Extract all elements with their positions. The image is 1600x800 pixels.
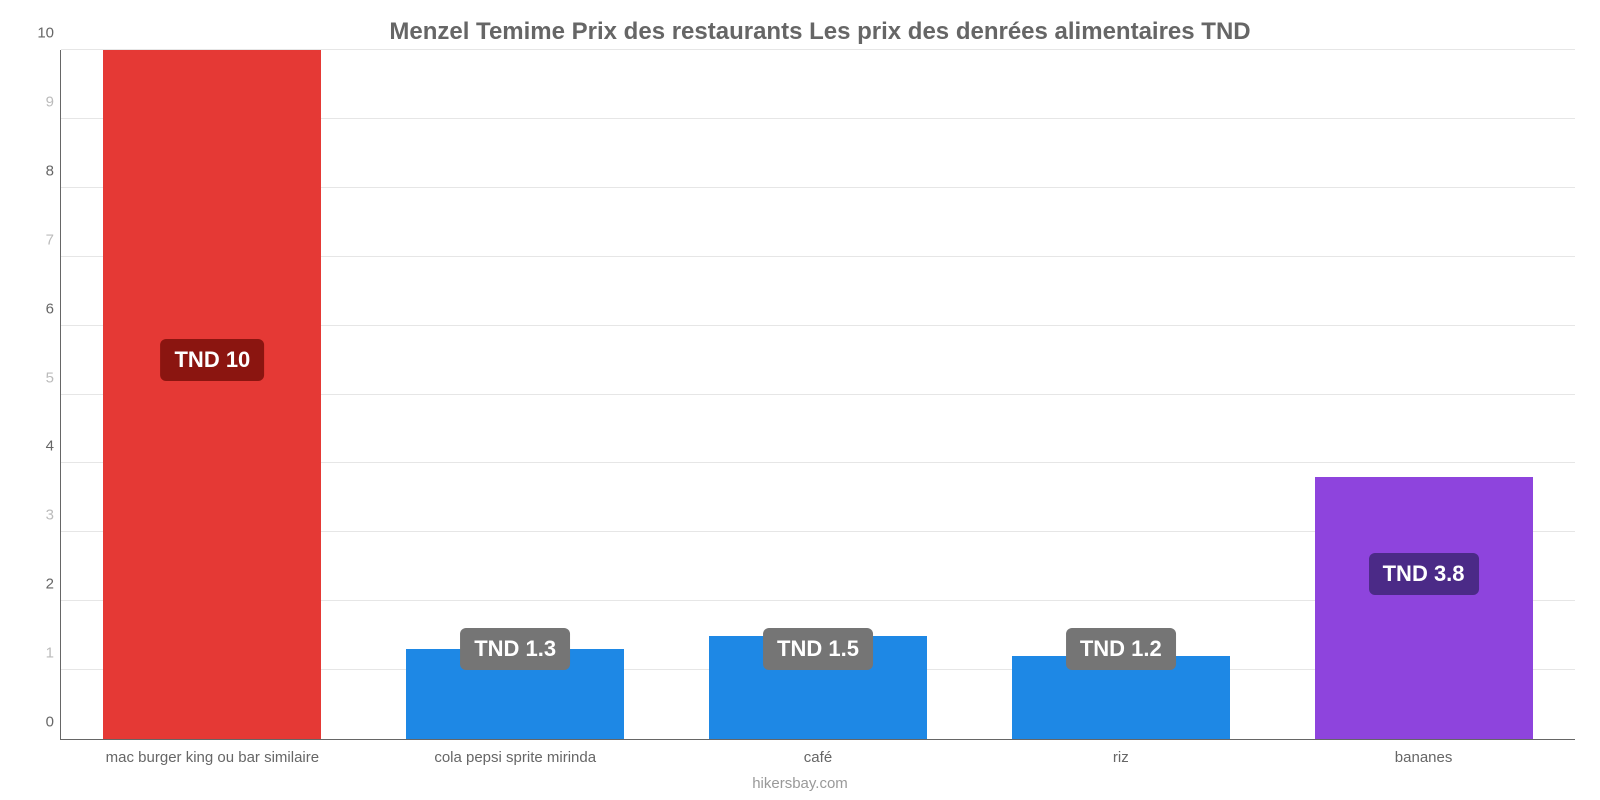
x-label: cola pepsi sprite mirinda (434, 749, 596, 766)
bar-slot: TND 1.3cola pepsi sprite mirinda (364, 50, 667, 739)
bar (103, 50, 321, 739)
y-tick: 3 (16, 507, 54, 524)
x-label: riz (1113, 749, 1129, 766)
y-tick: 4 (16, 438, 54, 455)
x-label: café (804, 749, 832, 766)
source-label: hikersbay.com (752, 775, 848, 792)
y-tick: 1 (16, 645, 54, 662)
value-badge: TND 10 (160, 339, 264, 381)
y-tick: 10 (16, 25, 54, 42)
y-tick: 9 (16, 93, 54, 110)
bar (1315, 477, 1533, 739)
bar-slot: TND 10mac burger king ou bar similaire (61, 50, 364, 739)
value-badge: TND 3.8 (1369, 553, 1479, 595)
value-badge: TND 1.5 (763, 628, 873, 670)
value-badge: TND 1.3 (460, 628, 570, 670)
x-label: bananes (1395, 749, 1453, 766)
y-tick: 0 (16, 714, 54, 731)
bar-slot: TND 1.2riz (969, 50, 1272, 739)
bar-slot: TND 1.5café (667, 50, 970, 739)
y-tick: 7 (16, 231, 54, 248)
y-tick: 5 (16, 369, 54, 386)
y-tick: 8 (16, 162, 54, 179)
y-tick: 2 (16, 576, 54, 593)
chart-container: Menzel Temime Prix des restaurants Les p… (0, 0, 1600, 800)
x-label: mac burger king ou bar similaire (106, 749, 319, 766)
plot-area: 012345678910TND 10mac burger king ou bar… (60, 50, 1575, 740)
bar-slot: TND 3.8bananes (1272, 50, 1575, 739)
value-badge: TND 1.2 (1066, 628, 1176, 670)
y-tick: 6 (16, 300, 54, 317)
